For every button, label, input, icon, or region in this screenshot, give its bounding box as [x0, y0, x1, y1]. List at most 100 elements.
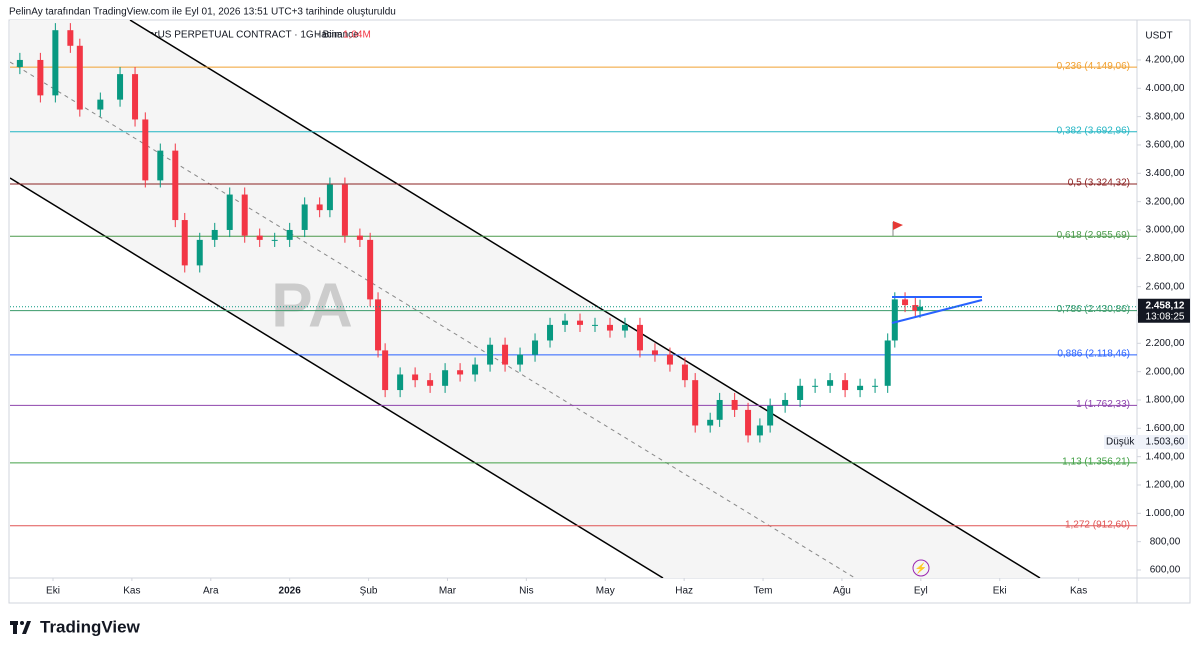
- candle-body: [37, 59, 44, 96]
- brand: TradingView: [10, 617, 141, 636]
- candle-body: [316, 204, 323, 211]
- candle-body: [912, 305, 919, 311]
- x-tick-label: Kas: [1070, 586, 1087, 597]
- x-tick-label: Eki: [46, 586, 60, 597]
- fib-label: 1,272 (912,60): [1065, 519, 1130, 530]
- volume-label: Hacim: [314, 30, 342, 41]
- candle-body: [857, 385, 864, 391]
- candle-body: [692, 380, 699, 426]
- candle-body: [226, 194, 233, 230]
- channel-fill: [10, 20, 1040, 578]
- candle-body: [891, 299, 898, 341]
- x-tick-label: Haz: [675, 586, 693, 597]
- candle-body: [196, 239, 203, 266]
- candle-body: [286, 229, 293, 240]
- candle-body: [606, 324, 613, 331]
- fib-label: 0,618 (2.955,69): [1057, 230, 1130, 241]
- candle-body: [502, 344, 509, 365]
- candle-body: [172, 150, 179, 221]
- y-tick-label: 3.800,00: [1146, 111, 1185, 122]
- currency: USDT: [1145, 31, 1172, 42]
- candle-body: [731, 399, 738, 410]
- candle-body: [397, 374, 404, 391]
- candle-body: [472, 364, 479, 375]
- y-tick-label: 600,00: [1150, 565, 1181, 576]
- candle-body: [902, 299, 909, 306]
- y-tick-label: 4.200,00: [1146, 55, 1185, 66]
- x-tick-label: Eyl: [914, 586, 928, 597]
- x-tick-label: Mar: [439, 586, 457, 597]
- candle-body: [651, 350, 658, 355]
- drawings: PA: [10, 20, 1041, 578]
- candle-body: [67, 30, 74, 46]
- fib-label: 0,786 (2.430,86): [1057, 304, 1130, 315]
- x-tick-label: Tem: [754, 586, 773, 597]
- channel-lower: [10, 177, 664, 578]
- y-tick-label: 3.400,00: [1146, 168, 1185, 179]
- candle-body: [621, 324, 628, 331]
- candle-body: [375, 299, 382, 351]
- candle-body: [76, 45, 83, 110]
- candle-body: [562, 320, 569, 325]
- fib-label: 1,13 (1.356,21): [1062, 456, 1130, 467]
- x-tick-label: Ağu: [833, 586, 851, 597]
- x-tick-label: 2026: [279, 586, 302, 597]
- candle-body: [797, 385, 804, 400]
- candle-body: [917, 306, 924, 311]
- low-marker-name: Düşük: [1106, 437, 1135, 448]
- brand-name: TradingView: [40, 617, 141, 636]
- x-tick-label: Kas: [123, 586, 140, 597]
- candle-body: [97, 99, 104, 110]
- event-icon-bolt: ⚡: [915, 562, 927, 575]
- candle-body: [591, 324, 598, 326]
- candle-body: [547, 324, 554, 341]
- fib-label: 1 (1.762,33): [1076, 399, 1130, 410]
- candle-body: [356, 235, 363, 240]
- candle-body: [782, 399, 789, 406]
- candle-body: [117, 74, 124, 100]
- channel-mid: [10, 61, 856, 578]
- candle-body: [577, 320, 584, 325]
- x-tick-label: Eki: [993, 586, 1007, 597]
- y-tick-label: 3.200,00: [1146, 196, 1185, 207]
- countdown: 13:08:25: [1146, 311, 1185, 322]
- credit: PelinAy tarafından TradingView.com ile E…: [9, 7, 396, 18]
- y-tick-label: 3.600,00: [1146, 140, 1185, 151]
- last-price: 2.458,12: [1146, 300, 1185, 311]
- volume: 1,04M: [343, 30, 371, 41]
- last-price-box: [1138, 298, 1190, 323]
- candle-body: [427, 380, 434, 386]
- low-marker-box: [1104, 434, 1188, 449]
- y-tick-label: 3.000,00: [1146, 225, 1185, 236]
- y-tick-label: 2.000,00: [1146, 366, 1185, 377]
- symbol: ETHUSDT.P · Ethereum / TetherUS PERPETUA…: [14, 30, 359, 41]
- candle-body: [884, 340, 891, 386]
- fib-label: 0,5 (3.324,32): [1068, 178, 1130, 189]
- y-tick-label: 1.400,00: [1146, 451, 1185, 462]
- event-icon: [912, 559, 930, 577]
- candle-body: [442, 370, 449, 386]
- y-tick-label: 800,00: [1150, 536, 1181, 547]
- candle-body: [457, 370, 464, 375]
- candle-body: [487, 344, 494, 365]
- candle-body: [132, 74, 139, 120]
- y-tick-label: 2.600,00: [1146, 281, 1185, 292]
- candle-body: [142, 119, 149, 181]
- fib-label: 0,236 (4.149,06): [1057, 61, 1130, 72]
- y-tick-label: 1.600,00: [1146, 423, 1185, 434]
- x-tick-label: Ara: [203, 586, 219, 597]
- candle-body: [767, 405, 774, 426]
- candle-body: [827, 380, 834, 386]
- candle-body: [716, 399, 723, 420]
- candle-body: [517, 354, 524, 365]
- candle-body: [636, 324, 643, 351]
- candle-body: [756, 425, 763, 436]
- low-marker-value: 1.503,60: [1146, 437, 1185, 448]
- candle-body: [326, 184, 333, 211]
- candle-body: [842, 380, 849, 391]
- svg-text:PA: PA: [271, 271, 353, 340]
- y-tick-label: 1.800,00: [1146, 395, 1185, 406]
- y-tick-label: 1.000,00: [1146, 508, 1185, 519]
- flag: [892, 221, 903, 236]
